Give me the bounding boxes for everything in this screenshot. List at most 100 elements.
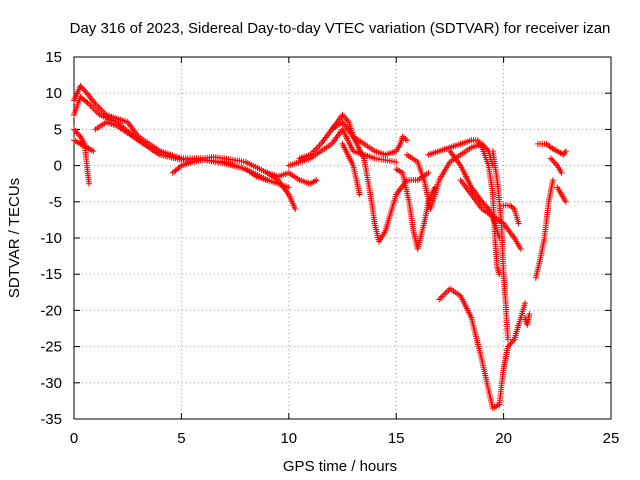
data-point [425,169,432,176]
data-point [77,82,84,89]
data-point [504,336,511,343]
y-tick-label: 15 [45,49,62,66]
data-point [316,142,323,149]
chart-title: Day 316 of 2023, Sidereal Day-to-day VTE… [70,20,611,37]
y-tick-label: -25 [40,339,62,356]
data-points [71,82,569,412]
data-point [74,130,81,137]
x-tick-label: 5 [177,430,185,447]
data-point [510,337,517,344]
series-trace-x [554,184,569,205]
data-point [509,204,516,211]
data-point [393,158,400,165]
data-point [551,159,558,166]
series-trace-k [339,140,363,198]
data-point [292,206,299,213]
data-point [553,161,560,168]
series-trace-d [71,137,97,155]
y-tick-label: 0 [54,158,62,175]
data-point [86,180,93,187]
data-point [176,163,183,170]
series-trace-v [534,140,569,158]
data-point [562,198,569,205]
data-point [437,294,444,301]
data-point [515,220,522,227]
data-point [562,148,569,155]
data-point [507,340,514,347]
series-trace-a [71,82,299,213]
y-tick-label: -15 [40,266,62,283]
y-tick-label: 10 [45,85,62,102]
data-point [549,156,556,163]
series-trace-w [547,155,565,176]
x-tick-label: 10 [280,430,297,447]
data-point [547,155,554,162]
data-point [550,177,557,184]
data-point [508,339,515,346]
data-point [550,158,557,165]
data-point [504,343,511,350]
series-trace-t [522,311,533,328]
data-point [82,88,89,95]
data-point [84,99,91,106]
data-point [285,184,292,191]
data-point [403,137,410,144]
series-trace-m [403,140,496,213]
data-point [78,84,85,91]
y-tick-label: -10 [40,230,62,247]
data-point [480,200,487,207]
data-point [506,342,513,349]
data-point [339,111,346,118]
series-trace-s [500,202,522,227]
data-point [484,204,491,211]
series-trace-q [436,285,529,412]
data-point [342,114,349,121]
data-point [526,311,533,318]
data-point [156,151,163,158]
gridlines [74,57,611,419]
data-point [442,290,449,297]
data-point [546,143,553,150]
series-trace-r [489,148,511,343]
series-trace-p [457,177,524,252]
y-tick-label: -35 [40,411,62,428]
data-point [482,203,489,210]
y-tick-label: -5 [49,194,62,211]
series-trace-u [532,177,557,281]
data-point [313,177,320,184]
x-tick-label: 0 [70,430,78,447]
data-point [73,129,80,136]
series-trace-g [264,169,320,187]
data-point [482,145,489,152]
y-axis-label: SDTVAR / TECUs [6,178,23,298]
data-point [436,296,443,303]
data-point [440,291,447,298]
data-point [71,126,77,133]
x-tick-label: 20 [495,430,512,447]
x-ticks: 0 5 10 15 20 25 [70,57,619,447]
series-trace-e [92,119,163,158]
data-point [522,300,529,307]
data-point [356,191,363,198]
data-point [343,116,350,123]
data-point [517,245,524,252]
data-point [80,85,87,92]
y-tick-label: 5 [54,121,62,138]
data-point [481,201,488,208]
series-trace-i [285,126,400,169]
data-point [72,127,79,134]
x-tick-label: 15 [388,430,405,447]
data-point [439,293,446,300]
data-point [76,132,83,139]
data-point [344,117,351,124]
y-tick-label: -30 [40,375,62,392]
data-point [340,113,347,120]
data-point [314,143,321,150]
x-axis-label: GPS time / hours [283,458,397,475]
data-point [81,87,88,94]
series-trace-o [446,148,503,241]
data-point [558,169,565,176]
y-tick-label: -20 [40,302,62,319]
y-ticks: 15 10 5 0 -5 -10 -15 -20 -25 -30 -35 [40,49,611,428]
